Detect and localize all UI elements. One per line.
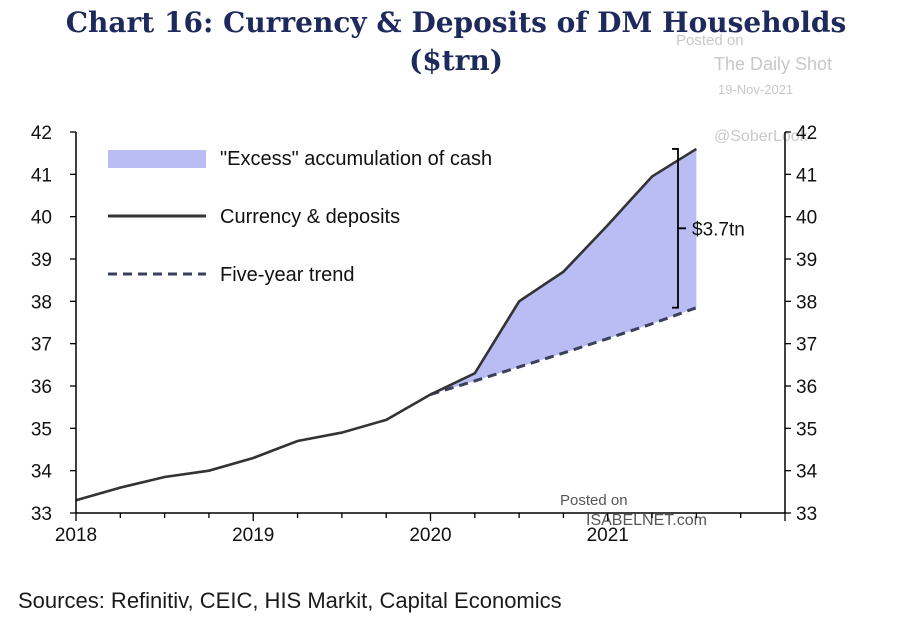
y-tick-label-left: 38 [31,292,52,313]
y-tick-label-right: 33 [796,504,817,525]
y-tick-label-right: 42 [796,123,817,144]
y-tick-label-right: 35 [796,419,817,440]
watermark-date: 19-Nov-2021 [718,82,794,97]
y-tick-label-right: 39 [796,250,817,271]
deposits-line [75,147,698,502]
y-tick-label-left: 42 [31,123,52,144]
plot-layer: $3.7tn [75,147,745,502]
title-line-2: ($trn) [408,44,504,77]
y-tick-label-right: 41 [796,165,817,186]
watermark-posted-on: Posted on [676,32,744,49]
legend-label: Five-year trend [220,264,355,286]
y-tick-label-right: 37 [796,335,817,356]
source-note: Sources: Refinitiv, CEIC, HIS Markit, Ca… [18,588,562,613]
y-tick-label-right: 34 [796,462,818,483]
legend: "Excess" accumulation of cash Currency & … [108,148,492,286]
y-tick-label-left: 40 [31,208,52,229]
x-tick-label: 2018 [55,525,97,546]
gap-annotation: $3.7tn [692,219,745,240]
legend-swatch-excess [108,150,206,168]
axis-layer: 33 33 34 34 35 35 36 36 37 37 38 38 39 39 40 40 41 41 42 42… [31,123,818,546]
y-tick-label-left: 35 [31,419,52,440]
watermark-posted-on-bottom: Posted on [560,492,628,509]
y-tick-label-left: 37 [31,335,52,356]
y-tick-label-right: 36 [796,377,817,398]
chart-svg: $3.7tn 33 33 34 34 35 35 36 36 37 37 38 38 39 39 40 40 4… [31,123,818,546]
legend-label: "Excess" accumulation of cash [220,148,492,170]
trend-line [430,306,697,396]
y-tick-label-right: 38 [796,292,817,313]
y-tick-label-left: 36 [31,377,52,398]
chart-title: Chart 16: Currency & Deposits of DM Hous… [0,4,912,80]
gap-bracket [672,148,686,309]
x-tick-label: 2019 [232,525,274,546]
y-tick-label-left: 34 [31,462,53,483]
y-tick-label-left: 39 [31,250,52,271]
watermark-isabelnet: ISABELNET.com [586,512,707,529]
title-line-1: Chart 16: Currency & Deposits of DM Hous… [65,6,847,39]
legend-label: Currency & deposits [220,206,400,228]
y-tick-label-left: 41 [31,165,52,186]
x-tick-label: 2020 [409,525,451,546]
y-tick-label-left: 33 [31,504,52,525]
watermark-handle: @SoberLook [714,128,808,145]
watermark-daily-shot: The Daily Shot [714,54,833,74]
x-tick-label: 2021 [587,525,629,546]
y-tick-label-right: 40 [796,208,817,229]
